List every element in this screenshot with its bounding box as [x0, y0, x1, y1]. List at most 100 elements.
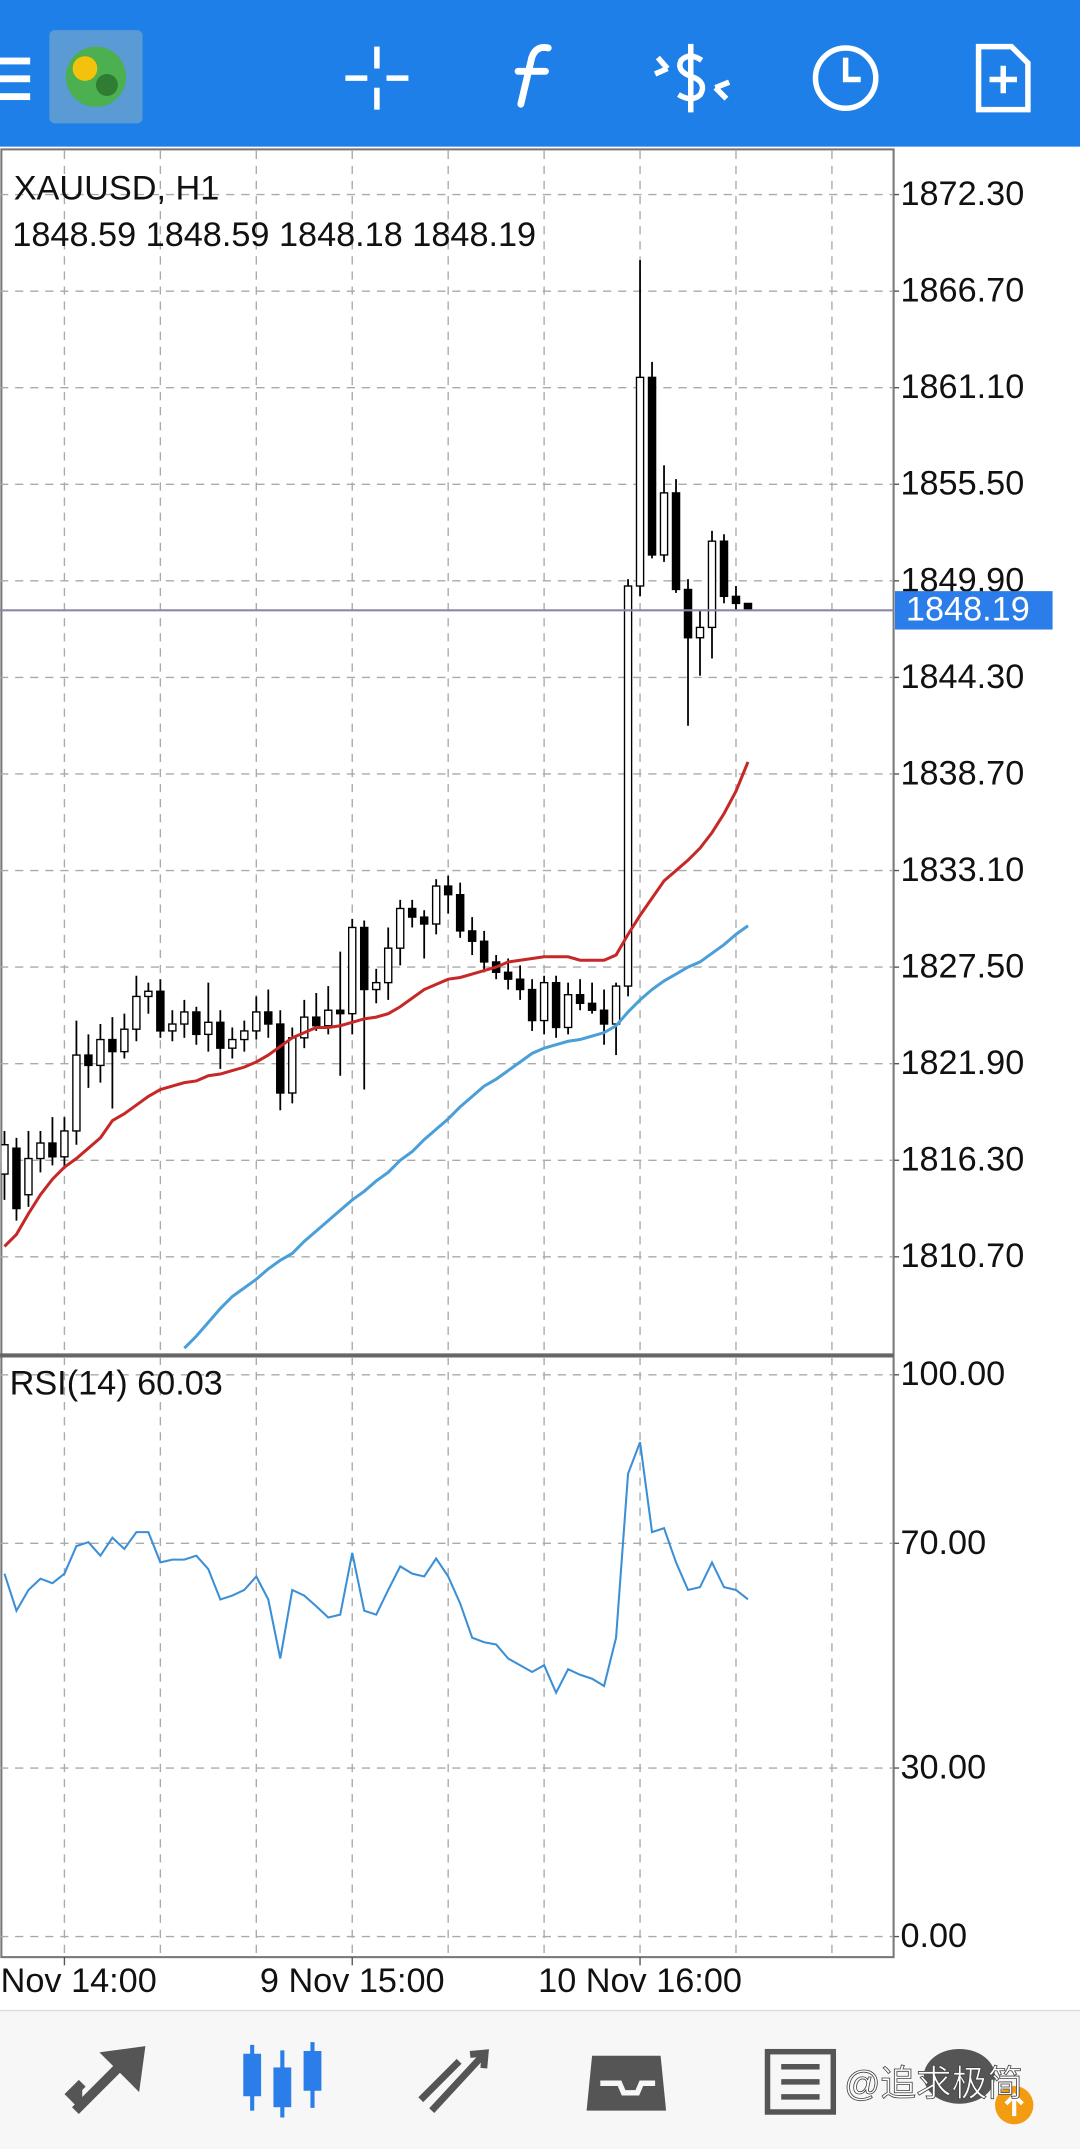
last-price-label: 1848.19: [906, 591, 1030, 629]
candle-body: [659, 492, 669, 556]
y-tick-label: 70.00: [900, 1524, 986, 1562]
y-tick-label: 1833.10: [900, 851, 1024, 889]
bottom-nav-bg: [0, 2010, 1080, 2149]
y-tick-label: 1816.30: [900, 1141, 1024, 1179]
y-tick-label: 100.00: [900, 1355, 1005, 1393]
candle-body: [96, 1038, 105, 1067]
y-tick-label: 1810.70: [900, 1237, 1024, 1275]
chart-title: XAUUSD, H1: [14, 170, 220, 208]
candle-body: [72, 1054, 81, 1132]
candle-body: [84, 1054, 93, 1067]
candle-body: [623, 585, 633, 987]
candle-body: [575, 994, 585, 1005]
candle-body: [551, 981, 561, 1029]
candle-body: [240, 1030, 249, 1041]
candle-body: [168, 1023, 177, 1032]
indicators-button[interactable]: [514, 44, 552, 108]
y-tick-label: 1855.50: [900, 465, 1024, 503]
candle-body: [515, 978, 525, 991]
new-order-button[interactable]: [975, 43, 1031, 113]
candle-body: [300, 1016, 309, 1039]
candle-body: [695, 626, 705, 639]
trade-tab[interactable]: [418, 2049, 489, 2113]
chart-tab[interactable]: [243, 2042, 322, 2118]
y-tick-label: 1821.90: [900, 1044, 1024, 1082]
candle-body: [611, 985, 621, 1025]
candle-body: [395, 907, 405, 949]
candle-body: [192, 1011, 201, 1036]
x-tick-label: 8 Nov 14:00: [0, 1962, 157, 2000]
candle-body: [647, 376, 657, 556]
candle-body: [539, 981, 549, 1022]
candle-body: [276, 1023, 285, 1094]
moving-average-line: [183, 924, 749, 1350]
candle-body: [264, 1011, 273, 1025]
candle-body: [431, 885, 441, 925]
y-tick-label: 1844.30: [900, 658, 1024, 696]
candle-body: [743, 602, 753, 612]
candle-body: [503, 971, 513, 980]
candle-body: [359, 926, 369, 991]
candle-body: [288, 1037, 297, 1094]
candle-body: [228, 1038, 237, 1049]
candle-body: [144, 990, 153, 998]
y-tick-label: 0.00: [900, 1917, 967, 1955]
candle-body: [132, 995, 141, 1030]
candle-body: [12, 1147, 21, 1210]
app-logo[interactable]: [49, 30, 143, 124]
candle-body: [479, 940, 489, 963]
candles: [1, 260, 753, 1350]
y-tick-label: 30.00: [900, 1748, 986, 1786]
candle-body: [324, 1009, 333, 1027]
candle-body: [527, 988, 537, 1022]
candle-body: [719, 540, 729, 598]
last-price-tag: [894, 591, 1053, 630]
candle-body: [383, 947, 393, 984]
candle-body: [371, 981, 381, 991]
quotes-tab[interactable]: [64, 2046, 146, 2115]
candle-body: [455, 894, 465, 932]
rsi-title: RSI(14) 60.03: [10, 1365, 223, 1403]
trade-button[interactable]: [654, 43, 731, 113]
candle-body: [635, 376, 645, 587]
candle-body: [731, 595, 741, 605]
chart-frame: [0, 148, 895, 1959]
menu-button[interactable]: [0, 57, 31, 101]
history-button[interactable]: [812, 45, 879, 112]
candle-body: [252, 1011, 261, 1032]
y-tick-label: 1872.30: [900, 175, 1024, 213]
candle-body: [120, 1028, 129, 1053]
candle-body: [312, 1016, 321, 1027]
candle-body: [48, 1142, 57, 1158]
candle-body: [60, 1130, 69, 1158]
chat-tab[interactable]: [923, 2048, 1034, 2125]
y-tick-label: 1866.70: [900, 272, 1024, 310]
ohlc-readout: 1848.59 1848.59 1848.18 1848.19: [12, 216, 536, 254]
candle-body: [36, 1142, 45, 1160]
y-tick-label: 1827.50: [900, 948, 1024, 986]
candle-body: [671, 492, 681, 591]
candle-body: [24, 1157, 33, 1196]
candle-body: [419, 916, 429, 925]
y-tick-label: 1838.70: [900, 754, 1024, 792]
candle-body: [587, 1002, 597, 1011]
plot-area: 8 Nov 14:00 9 Nov 15:00 10 Nov 16:00 1872.3…: [0, 150, 1024, 2000]
crosshair-button[interactable]: [345, 46, 409, 110]
candle-body: [443, 885, 453, 896]
watermark: @追求极简: [844, 2063, 1023, 2103]
candle-body: [1, 1144, 9, 1175]
x-tick-label: 9 Nov 15:00: [260, 1962, 445, 2000]
candle-body: [707, 540, 717, 629]
history-tab[interactable]: [586, 2055, 667, 2111]
candle-body: [335, 1009, 345, 1015]
candle-body: [347, 926, 357, 1015]
x-tick-label: 10 Nov 16:00: [538, 1962, 742, 2000]
news-tab[interactable]: [764, 2048, 837, 2115]
candle-body: [108, 1038, 117, 1053]
candle-body: [599, 1009, 609, 1025]
candle-body: [563, 994, 573, 1029]
candle-body: [156, 990, 165, 1032]
candle-body: [683, 588, 693, 639]
